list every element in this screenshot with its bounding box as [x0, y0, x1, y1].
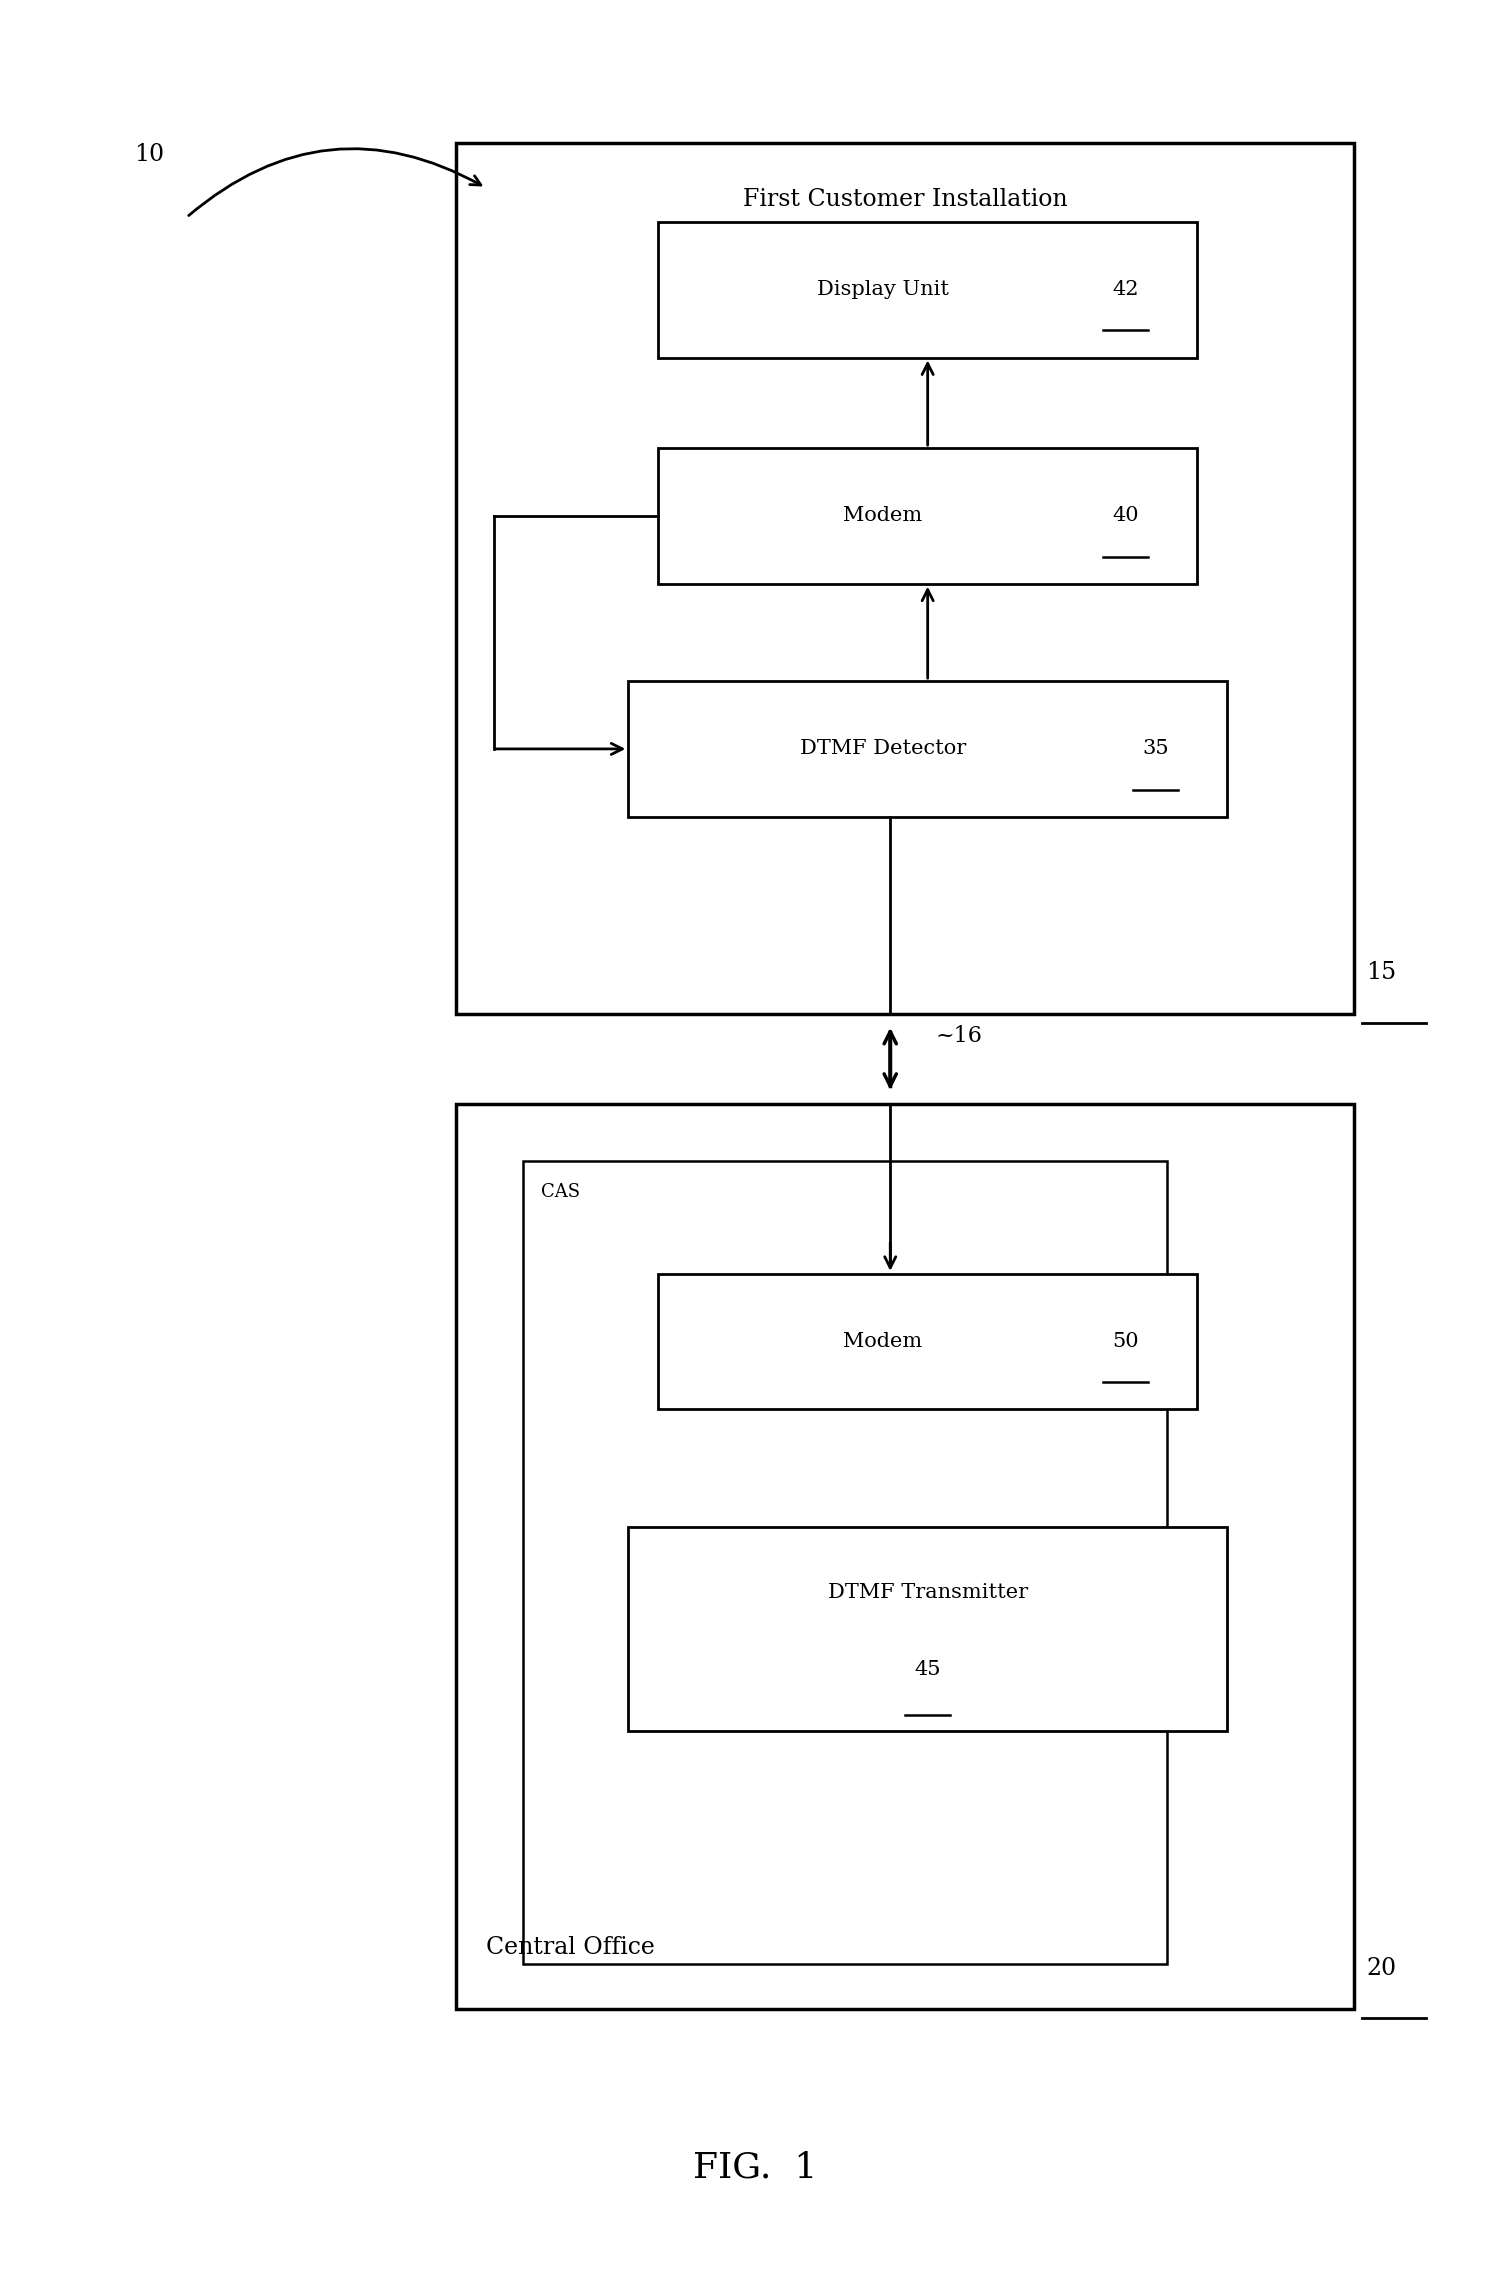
Text: FIG.  1: FIG. 1	[694, 2151, 817, 2185]
Text: Modem: Modem	[843, 1331, 922, 1352]
Text: 42: 42	[1112, 280, 1138, 298]
Text: 45: 45	[914, 1659, 941, 1680]
Text: 20: 20	[1366, 1957, 1396, 1980]
Text: 35: 35	[1142, 740, 1168, 758]
Text: Display Unit: Display Unit	[817, 280, 949, 298]
Text: First Customer Installation: First Customer Installation	[743, 189, 1068, 212]
Bar	[456, 143, 1354, 1013]
Text: 15: 15	[1366, 960, 1396, 983]
Text: ~16: ~16	[935, 1024, 982, 1047]
Bar	[659, 221, 1197, 357]
Bar	[523, 1161, 1166, 1964]
Text: 50: 50	[1112, 1331, 1139, 1352]
Text: DTMF Detector: DTMF Detector	[799, 740, 966, 758]
Text: 40: 40	[1112, 508, 1139, 526]
Bar	[629, 1527, 1227, 1730]
Bar	[629, 681, 1227, 817]
Text: Central Office: Central Office	[487, 1937, 654, 1960]
Text: Modem: Modem	[843, 508, 922, 526]
Text: CAS: CAS	[541, 1184, 580, 1202]
Bar	[659, 448, 1197, 583]
Text: DTMF Transmitter: DTMF Transmitter	[828, 1584, 1027, 1602]
Bar	[659, 1275, 1197, 1409]
Text: 10: 10	[134, 143, 165, 166]
Bar	[456, 1104, 1354, 2010]
